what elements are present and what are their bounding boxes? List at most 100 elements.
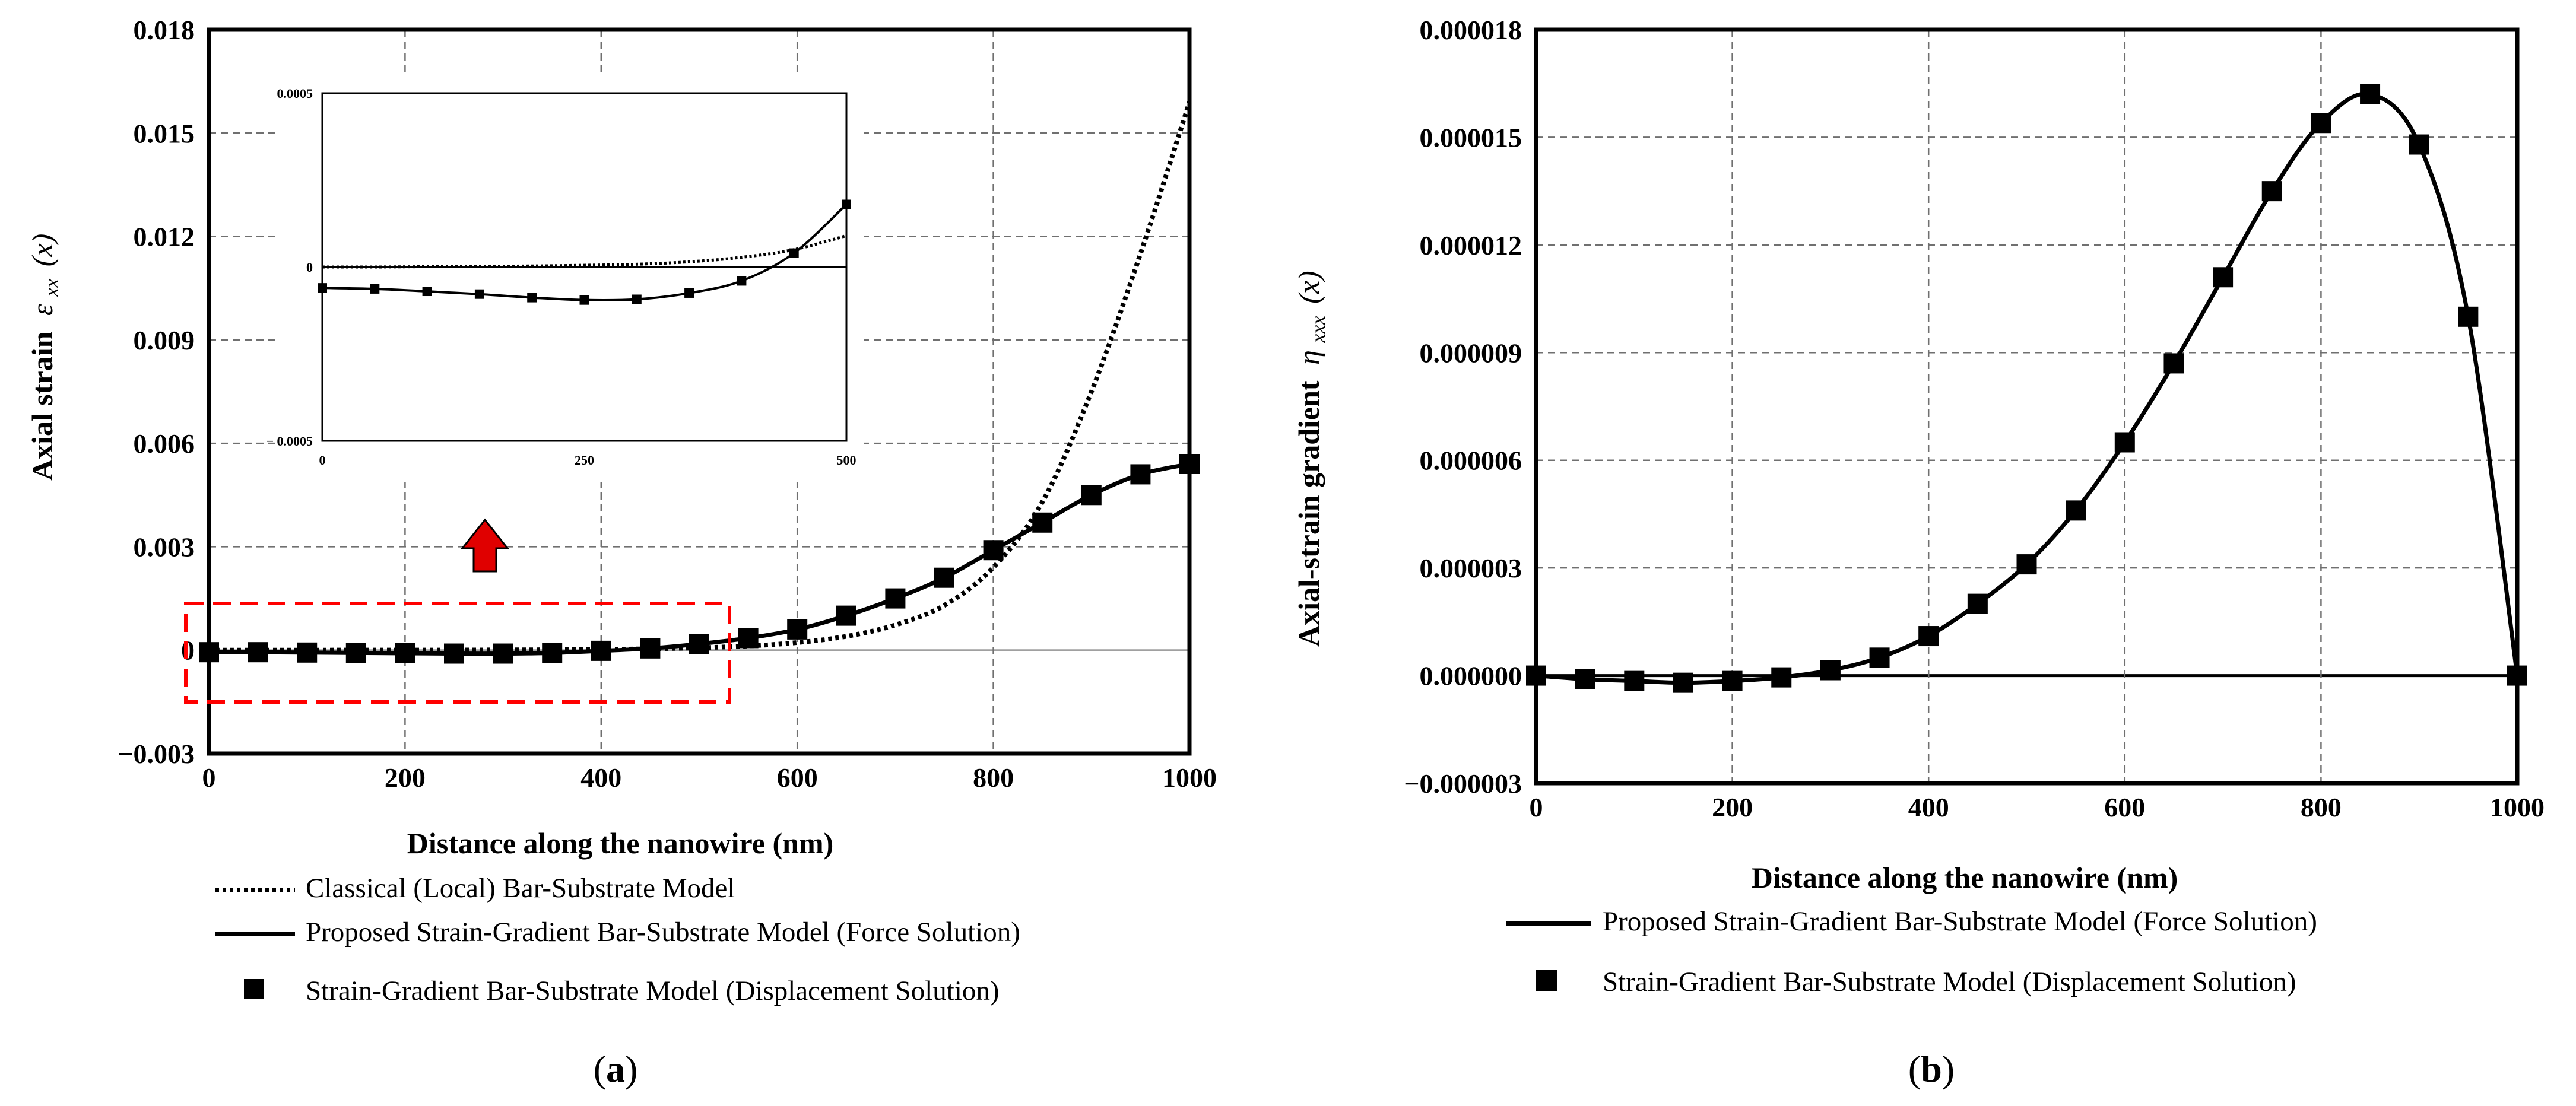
displacement-data-point (640, 638, 661, 659)
panel-a-plot-frame (207, 27, 1192, 756)
panel-a-x-tick-labels: 0 200 400 600 800 1000 (202, 762, 1217, 793)
displacement-data-point (2213, 267, 2234, 288)
panel-b-label: (b) (1908, 1048, 1955, 1090)
panel-a-y-tick-labels: −0.003 0 0.003 0.006 0.009 0.012 0.015 0.018 (118, 15, 195, 769)
inset-data-point (474, 289, 484, 299)
panel-a-x-axis-title: Distance along the nanowire (nm) (407, 827, 834, 860)
displacement-data-point (1575, 669, 1595, 689)
displacement-data-point (2016, 554, 2037, 575)
inset-data-point (527, 293, 537, 303)
panel-b-grid (1536, 30, 2517, 783)
y-tick-label: 0.018 (134, 15, 195, 45)
inset-data-point (737, 276, 747, 286)
inset-data-point (370, 284, 380, 294)
panel-b-y-axis-title: Axial-strain gradient η xxx (x) (1292, 271, 1331, 647)
x-tick-label: 400 (580, 762, 621, 793)
panel-b-y-title-subscript: xxx (1308, 316, 1330, 343)
displacement-data-point (1081, 485, 1102, 506)
displacement-data-point (1820, 660, 1841, 681)
panel-a-series (199, 101, 1200, 664)
inset-y-tick-label: 0 (306, 260, 313, 275)
displacement-data-point (591, 640, 611, 661)
zoom-highlight-box (184, 602, 731, 704)
displacement-data-point (1967, 593, 1988, 614)
legend-b-displacement-label: Strain-Gradient Bar-Substrate Model (Dis… (1603, 967, 2296, 997)
x-tick-label: 200 (385, 762, 426, 793)
panel-b: −0.000003 0.000000 0.000003 0.000006 0.00000… (1292, 15, 2545, 1090)
displacement-data-point (836, 605, 856, 626)
displacement-data-point (787, 619, 808, 640)
panel-b-x-axis-title: Distance along the nanowire (nm) (1752, 861, 2178, 894)
panel-a-y-title-arg: (x) (26, 234, 59, 267)
y-tick-label: 0.012 (134, 222, 195, 252)
displacement-data-point (983, 540, 1004, 561)
panel-a-y-title-text: Axial strain (26, 331, 59, 481)
y-tick-label: 0.000003 (1420, 553, 1522, 583)
displacement-data-point (2066, 500, 2086, 521)
y-tick-label: 0 (181, 635, 195, 666)
inset-x-tick-label: 250 (575, 453, 594, 468)
force-solution-line (208, 462, 1190, 656)
inset-data-point (684, 288, 694, 298)
legend-displacement-label: Strain-Gradient Bar-Substrate Model (Dis… (306, 975, 1000, 1006)
panel-a-y-title-symbol: ε (26, 304, 59, 316)
displacement-data-point (1673, 672, 1693, 693)
y-tick-label: 0.000000 (1420, 661, 1522, 691)
legend-classical-label: Classical (Local) Bar-Substrate Model (306, 873, 735, 904)
panel-b-series (1526, 84, 2527, 693)
displacement-data-point (1918, 626, 1939, 647)
inset-data-point (579, 295, 589, 305)
displacement-data-point (297, 642, 318, 663)
panel-a-letter: a (606, 1048, 625, 1090)
displacement-data-point (395, 643, 415, 663)
panel-a-label: (a) (594, 1048, 638, 1090)
inset-y-tick-label: − 0.0005 (266, 434, 313, 449)
panel-b-y-title-symbol: η (1292, 350, 1325, 365)
inset-plot: 0.0005 0 − 0.0005 0 250 500 (266, 75, 864, 482)
displacement-data-point (2163, 353, 2184, 374)
y-tick-label: 0.000018 (1420, 15, 1522, 45)
x-tick-label: 200 (1712, 792, 1753, 822)
x-tick-label: 600 (777, 762, 818, 793)
panel-b-y-tick-labels: −0.000003 0.000000 0.000003 0.000006 0.00000… (1404, 15, 1522, 799)
panel-a-y-axis-title: Axial strain ε xx (x) (26, 234, 65, 481)
displacement-data-point (2458, 306, 2479, 327)
displacement-data-point (444, 643, 464, 664)
displacement-data-point (493, 643, 513, 664)
displacement-data-point (2311, 113, 2331, 134)
panel-b-legend: Proposed Strain-Gradient Bar-Substrate M… (1506, 906, 2317, 997)
panel-b-letter: b (1921, 1048, 1942, 1090)
y-tick-label: −0.003 (118, 739, 195, 769)
x-tick-label: 800 (2301, 792, 2342, 822)
x-tick-label: 1000 (1162, 762, 1217, 793)
displacement-data-point (2409, 134, 2429, 155)
displacement-data-point (1624, 670, 1645, 691)
y-tick-label: 0.003 (134, 532, 195, 562)
x-tick-label: 600 (2104, 792, 2145, 822)
x-tick-label: 1000 (2490, 792, 2545, 822)
displacement-data-point (1869, 647, 1890, 668)
displacement-data-point (542, 643, 563, 663)
legend-b-displacement-marker-icon (1536, 970, 1557, 991)
displacement-data-point (1032, 512, 1053, 533)
y-tick-label: −0.000003 (1404, 768, 1522, 799)
y-tick-label: 0.000015 (1420, 122, 1522, 152)
panel-b-y-title-arg: (x) (1292, 271, 1325, 304)
legend-force-label: Proposed Strain-Gradient Bar-Substrate M… (306, 917, 1020, 948)
displacement-data-point (934, 567, 954, 588)
y-tick-label: 0.006 (134, 428, 195, 459)
x-tick-label: 0 (202, 762, 216, 793)
displacement-data-point (738, 628, 759, 649)
displacement-data-point (1771, 667, 1792, 688)
y-tick-label: 0.000009 (1420, 338, 1522, 368)
panel-a-legend: Classical (Local) Bar-Substrate Model Pr… (215, 873, 1020, 1006)
y-tick-label: 0.015 (134, 118, 195, 148)
inset-x-tick-label: 0 (319, 453, 326, 468)
displacement-data-point (1722, 670, 1743, 691)
panel-b-y-title-text: Axial-strain gradient (1292, 380, 1325, 647)
inset-y-tick-label: 0.0005 (277, 86, 313, 101)
x-tick-label: 400 (1908, 792, 1949, 822)
zoom-arrow-icon (460, 518, 510, 573)
